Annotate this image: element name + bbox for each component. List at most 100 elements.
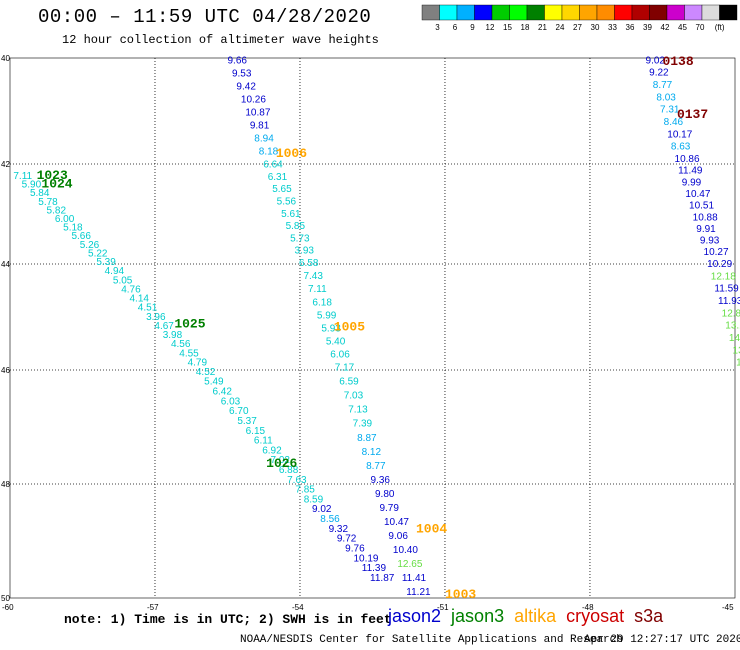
track: 7.115.905.845.785.826.005.185.665.265.22… xyxy=(13,171,394,584)
wave-height-value: 3.98 xyxy=(163,330,183,341)
colorbar-label: 15 xyxy=(503,23,512,32)
colorbar-swatch xyxy=(526,4,545,21)
wave-height-value: 8.46 xyxy=(664,117,684,128)
wave-height-value: 6.88 xyxy=(279,465,299,476)
satellite-legend-item: jason2 xyxy=(388,606,442,626)
colorbar-swatch xyxy=(701,4,720,21)
wave-height-value: 5.18 xyxy=(63,223,83,234)
wave-height-value: 3.93 xyxy=(295,246,315,257)
wave-height-value: 4.55 xyxy=(179,348,199,359)
wave-height-value: 8.87 xyxy=(357,433,377,444)
wave-height-value: 6.58 xyxy=(299,258,319,269)
colorbar-label: 33 xyxy=(608,23,617,32)
wave-height-value: 5.93 xyxy=(321,323,341,334)
wave-height-value: 8.94 xyxy=(254,134,274,145)
colorbar-label: 70 xyxy=(696,23,705,32)
wave-height-value: 10.51 xyxy=(689,201,714,212)
units-note: note: 1) Time is in UTC; 2) SWH is in fe… xyxy=(64,612,392,627)
wave-height-value: 11.59 xyxy=(714,284,739,295)
wave-height-value: 3.96 xyxy=(146,312,166,323)
lon-tick-label: -48 xyxy=(582,603,594,612)
wave-height-value: 10.88 xyxy=(693,212,718,223)
wave-height-value: 7.31 xyxy=(660,105,680,116)
lon-tick-label: -45 xyxy=(722,603,734,612)
wave-height-value: 5.99 xyxy=(317,310,337,321)
lon-tick-label: -60 xyxy=(2,603,14,612)
colorbar-swatch xyxy=(614,4,633,21)
wave-height-value: 6.00 xyxy=(55,214,75,225)
wave-height-value: 9.32 xyxy=(329,524,349,535)
wave-height-value: 6.31 xyxy=(268,172,288,183)
wave-height-value: 5.37 xyxy=(237,416,257,427)
wave-height-value: 5.65 xyxy=(272,184,292,195)
wave-height-value: 11.39 xyxy=(362,563,387,574)
wave-height-value: 8.59 xyxy=(304,494,324,505)
wave-height-value: 5.84 xyxy=(30,188,50,199)
colorbar-label: 24 xyxy=(556,23,565,32)
wave-height-value: 4.56 xyxy=(171,339,191,350)
lat-tick-label: 44 xyxy=(1,260,10,269)
colorbar-label: 18 xyxy=(521,23,530,32)
wave-height-value: 9.99 xyxy=(682,177,702,188)
wave-height-value: 9.22 xyxy=(649,68,669,79)
wave-height-value: 8.18 xyxy=(259,147,279,158)
wave-height-value: 7.17 xyxy=(335,363,355,374)
wave-height-value: 9.79 xyxy=(379,503,399,514)
colorbar-swatch xyxy=(421,4,440,21)
lat-tick-label: 50 xyxy=(1,594,10,603)
wave-height-value: 9.76 xyxy=(345,543,365,554)
colorbar-swatch xyxy=(666,4,685,21)
wave-height-value: 9.81 xyxy=(250,121,270,132)
wave-height-value: 7.02 xyxy=(271,455,291,466)
wave-height-value: 10.87 xyxy=(245,108,270,119)
page-title: 00:00 – 11:59 UTC 04/28/2020 xyxy=(38,6,372,28)
colorbar-label: 3 xyxy=(435,23,440,32)
wave-height-value: 8.56 xyxy=(320,514,340,525)
wave-height-value: 9.66 xyxy=(227,55,247,66)
wave-height-value: 5.40 xyxy=(326,336,346,347)
lat-tick-label: 42 xyxy=(1,160,10,169)
wave-height-value: 7.63 xyxy=(287,475,307,486)
wave-height-value: 13.16 xyxy=(725,321,740,332)
track: 9.669.539.4210.2610.879.818.948.186.646.… xyxy=(227,55,431,598)
pass-number-label: 1003 xyxy=(445,587,476,602)
wave-height-value: 4.14 xyxy=(130,294,150,305)
colorbar-label: 12 xyxy=(486,23,495,32)
colorbar-label: 9 xyxy=(470,23,475,32)
lat-tick-label: 46 xyxy=(1,366,10,375)
satellite-legend-item: cryosat xyxy=(566,606,625,626)
colorbar-swatch xyxy=(561,4,580,21)
wave-height-value: 5.05 xyxy=(113,275,133,286)
track: 9.029.228.778.037.318.4610.178.6310.8611… xyxy=(646,55,740,381)
wave-height-value: 6.92 xyxy=(262,445,282,456)
colorbar-swatch xyxy=(649,4,668,21)
colorbar-swatch xyxy=(719,4,738,21)
wave-height-value: 8.03 xyxy=(656,92,676,103)
pass-number-label: 1025 xyxy=(174,317,205,332)
wave-height-value: 7.85 xyxy=(295,485,315,496)
wave-height-value: 9.36 xyxy=(371,475,391,486)
colorbar-label: 39 xyxy=(643,23,652,32)
colorbar-label: 21 xyxy=(538,23,547,32)
wave-height-value: 5.73 xyxy=(290,233,310,244)
wave-height-value: 5.26 xyxy=(80,240,100,251)
graticule xyxy=(10,58,735,598)
colorbar-label: 45 xyxy=(678,23,687,32)
colorbar-swatch xyxy=(544,4,563,21)
pass-number-label: 1004 xyxy=(416,521,447,536)
pass-number-label: 1024 xyxy=(41,177,72,192)
generation-timestamp: Apr 29 12:27:17 UTC 2020 xyxy=(584,634,740,646)
colorbar-label: 27 xyxy=(573,23,582,32)
wave-height-value: 10.47 xyxy=(685,189,710,200)
wave-height-value: 4.51 xyxy=(138,303,158,314)
lon-tick-label: -57 xyxy=(147,603,159,612)
lat-tick-label: 40 xyxy=(1,54,10,63)
colorbar-label: 36 xyxy=(626,23,635,32)
wave-height-value: 6.06 xyxy=(330,349,350,360)
wave-height-value: 9.53 xyxy=(232,68,252,79)
page-subtitle: 12 hour collection of altimeter wave hei… xyxy=(62,33,379,47)
colorbar-label: 6 xyxy=(453,23,458,32)
colorbar-unit: (ft) xyxy=(715,23,725,32)
wave-height-value: 4.67 xyxy=(154,321,174,332)
